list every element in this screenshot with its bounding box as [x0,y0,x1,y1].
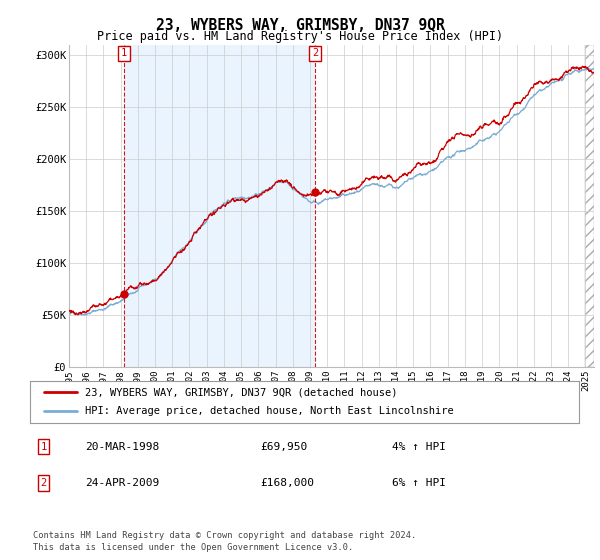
Text: 4% ↑ HPI: 4% ↑ HPI [392,442,446,451]
Bar [124,45,315,367]
Text: Contains HM Land Registry data © Crown copyright and database right 2024.: Contains HM Land Registry data © Crown c… [33,531,416,540]
Text: Price paid vs. HM Land Registry's House Price Index (HPI): Price paid vs. HM Land Registry's House … [97,30,503,43]
Text: £69,950: £69,950 [260,442,308,451]
Text: 24-APR-2009: 24-APR-2009 [85,478,159,488]
Text: 23, WYBERS WAY, GRIMSBY, DN37 9QR: 23, WYBERS WAY, GRIMSBY, DN37 9QR [155,18,445,33]
Text: This data is licensed under the Open Government Licence v3.0.: This data is licensed under the Open Gov… [33,543,353,552]
Bar [586,45,594,367]
Text: 23, WYBERS WAY, GRIMSBY, DN37 9QR (detached house): 23, WYBERS WAY, GRIMSBY, DN37 9QR (detac… [85,387,397,397]
Text: 6% ↑ HPI: 6% ↑ HPI [392,478,446,488]
Text: 1: 1 [121,48,127,58]
Text: 20-MAR-1998: 20-MAR-1998 [85,442,159,451]
Text: HPI: Average price, detached house, North East Lincolnshire: HPI: Average price, detached house, Nort… [85,407,454,417]
Text: £168,000: £168,000 [260,478,314,488]
Text: 2: 2 [41,478,47,488]
Text: 1: 1 [41,442,47,451]
Text: 2: 2 [312,48,318,58]
